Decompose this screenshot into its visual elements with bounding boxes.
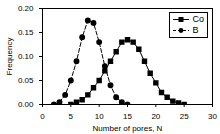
svg-text:0.05: 0.05	[18, 76, 34, 85]
html-text:Co: Co	[192, 14, 204, 24]
svg-text:5: 5	[69, 112, 74, 121]
svg-text:0.10: 0.10	[18, 52, 34, 61]
svg-text:20: 20	[151, 112, 160, 121]
svg-text:0.15: 0.15	[18, 28, 34, 37]
svg-text:Number of pores, N: Number of pores, N	[93, 124, 163, 133]
svg-text:10: 10	[95, 112, 104, 121]
svg-text:30: 30	[208, 112, 217, 121]
svg-text:Frequency: Frequency	[5, 38, 14, 76]
svg-text:15: 15	[123, 112, 132, 121]
svg-text:0.00: 0.00	[18, 100, 34, 109]
svg-text:0.20: 0.20	[18, 4, 34, 13]
svg-text:0: 0	[40, 112, 45, 121]
svg-text:25: 25	[180, 112, 189, 121]
html-text:B: B	[192, 25, 199, 35]
